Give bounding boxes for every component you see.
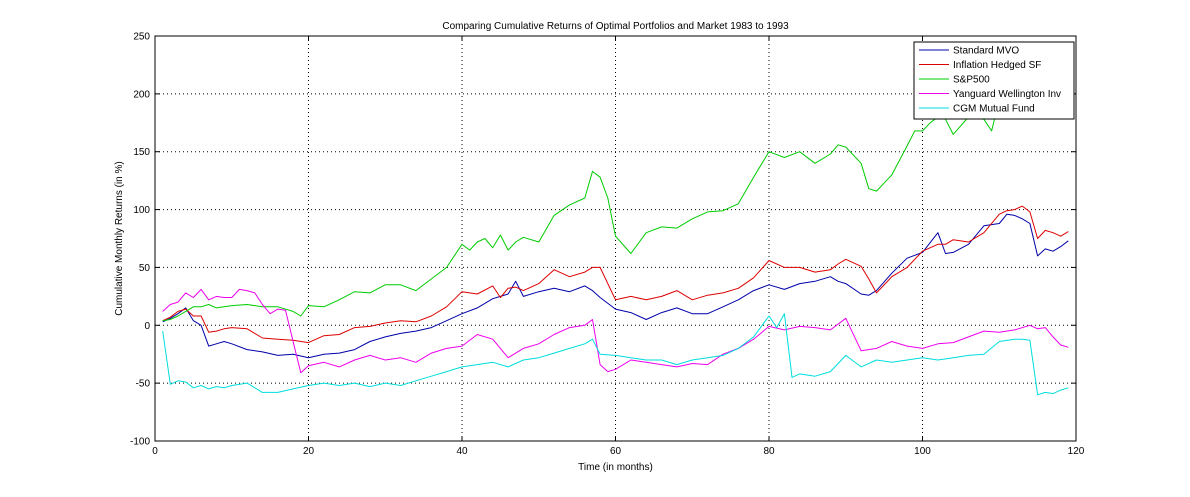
legend-entry-label: Standard MVO bbox=[953, 46, 1019, 57]
series-line-yanguard-wellington-inv bbox=[162, 288, 1069, 374]
x-tick-label: 20 bbox=[303, 446, 315, 457]
y-tick-label: -50 bbox=[136, 379, 151, 390]
x-axis-label: Time (in months) bbox=[578, 462, 653, 473]
y-tick-label: 50 bbox=[139, 263, 151, 274]
x-tick-label: 40 bbox=[456, 446, 468, 457]
y-axis-label: Cumulative Monthly Returns (in %) bbox=[114, 161, 125, 316]
legend-entry-label: S&P500 bbox=[953, 75, 990, 86]
legend-entry-label: Inflation Hedged SF bbox=[953, 60, 1041, 71]
x-tick-label: 100 bbox=[914, 446, 931, 457]
x-tick-label: 0 bbox=[152, 446, 158, 457]
y-tick-label: -100 bbox=[130, 437, 150, 448]
y-tick-label: 100 bbox=[133, 205, 150, 216]
axis-ticks: 0 20 40 60 80 100 120 -100 -50 0 50 100 150 200 250 bbox=[130, 32, 1085, 458]
x-tick-label: 60 bbox=[610, 446, 622, 457]
chart-title: Comparing Cumulative Returns of Optimal … bbox=[442, 21, 789, 32]
series-line-s-p500 bbox=[162, 93, 1015, 322]
legend-box bbox=[913, 41, 1075, 120]
y-tick-label: 150 bbox=[133, 147, 150, 158]
y-tick-label: 250 bbox=[133, 32, 150, 43]
legend-entry-label: Yanguard Wellington Inv bbox=[953, 89, 1061, 100]
series-line-standard-mvo bbox=[162, 213, 1069, 359]
legend-entry-label: CGM Mutual Fund bbox=[953, 104, 1035, 115]
y-tick-label: 0 bbox=[144, 321, 150, 332]
x-tick-label: 80 bbox=[763, 446, 775, 457]
x-tick-label: 120 bbox=[1068, 446, 1085, 457]
series-line-inflation-hedged-sf bbox=[162, 205, 1069, 344]
grid-lines bbox=[155, 36, 1076, 441]
legend: Standard MVO Inflation Hedged SF S&P500 Yan… bbox=[913, 41, 1075, 120]
series-line-cgm-mutual-fund bbox=[162, 313, 1069, 396]
y-tick-label: 200 bbox=[133, 89, 150, 100]
series-layer bbox=[162, 93, 1069, 396]
